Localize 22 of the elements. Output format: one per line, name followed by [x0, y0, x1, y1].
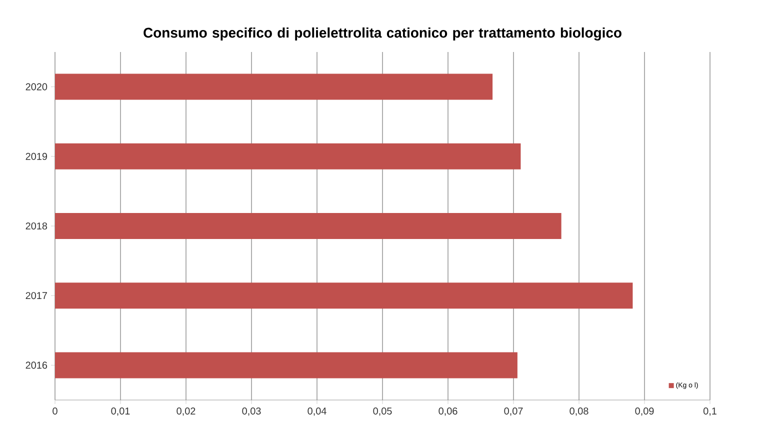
- bar: [55, 352, 518, 378]
- x-tick-label: 0,09: [635, 408, 654, 416]
- x-tick-label: 0,04: [308, 408, 326, 416]
- y-tick-label: 2016: [26, 362, 48, 369]
- x-tick-label: 0,01: [111, 408, 130, 416]
- y-tick-label: 2017: [26, 292, 47, 300]
- bar: [55, 143, 521, 170]
- y-tick-label: 2018: [26, 222, 48, 230]
- x-tick-label: 0,03: [242, 408, 261, 416]
- x-tick-label: 0,08: [570, 408, 588, 416]
- y-tick-label: 2020: [26, 83, 48, 90]
- x-tick-label: 0: [52, 408, 58, 415]
- bar: [55, 213, 562, 240]
- y-tick-label: 2019: [26, 152, 48, 160]
- bar: [55, 74, 493, 100]
- x-tick-label: 0,06: [438, 408, 458, 416]
- bar: [55, 282, 633, 309]
- chart-title: Consumo specifico di polielettrolita cationico per trattamento biologico: [144, 27, 622, 40]
- x-tick-label: 0,05: [373, 408, 392, 416]
- x-tick-label: 0,07: [504, 408, 523, 416]
- x-tick-label: 0,02: [176, 408, 196, 416]
- x-tick-label: 0,1: [703, 408, 716, 416]
